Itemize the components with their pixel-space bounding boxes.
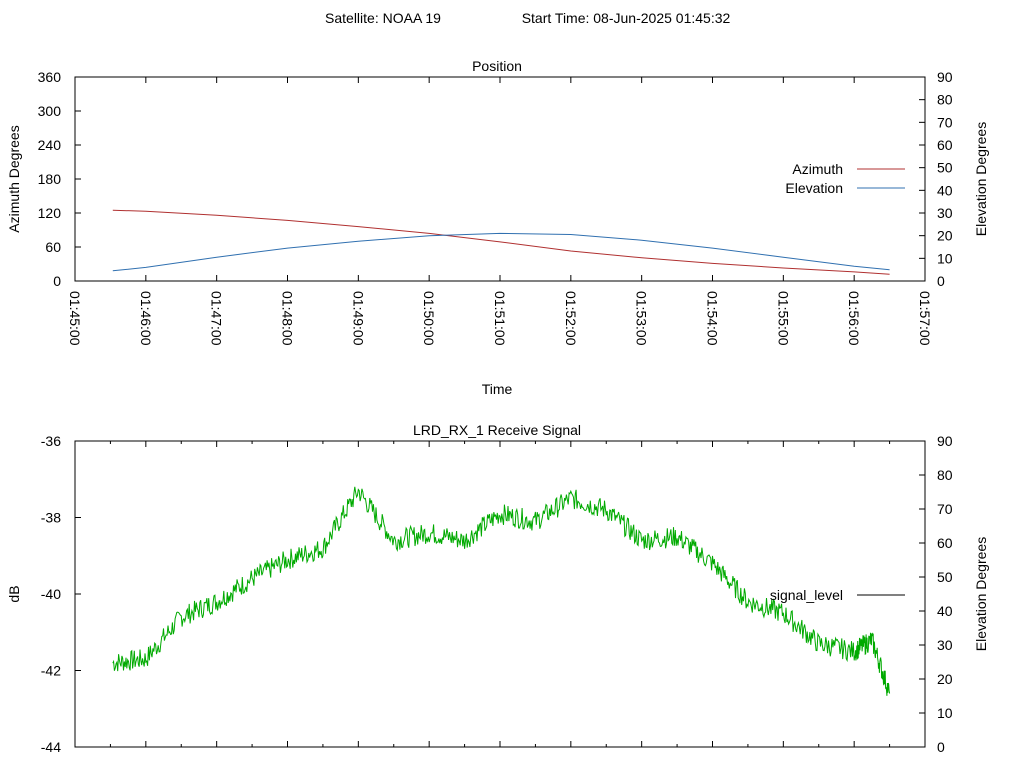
y2-tick-label: 90 — [937, 69, 953, 85]
position-chart: Position Azimuth Degrees Elevation Degre… — [6, 58, 989, 397]
legend-label: Elevation — [785, 180, 843, 196]
y-tick-label: 0 — [53, 273, 61, 289]
y-tick-label: -42 — [41, 663, 61, 679]
y2-tick-label: 70 — [937, 114, 953, 130]
y2-tick-label: 80 — [937, 467, 953, 483]
y2-tick-label: 80 — [937, 92, 953, 108]
position-x-axis-label: Time — [482, 381, 513, 397]
x-tick-label: 01:53:00 — [634, 291, 650, 346]
y-tick-label: 180 — [38, 171, 62, 187]
x-tick-label: 01:46:00 — [138, 291, 154, 346]
y2-tick-label: 10 — [937, 705, 953, 721]
y2-tick-label: 60 — [937, 137, 953, 153]
x-tick-label: 01:48:00 — [280, 291, 296, 346]
y2-tick-label: 0 — [937, 739, 945, 755]
y2-tick-label: 40 — [937, 603, 953, 619]
y2-tick-label: 30 — [937, 637, 953, 653]
start-time-label: Start Time: 08-Jun-2025 01:45:32 — [522, 10, 731, 26]
satellite-label: Satellite: NOAA 19 — [325, 10, 441, 26]
x-tick-label: 01:50:00 — [421, 291, 437, 346]
position-y2-axis-label: Elevation Degrees — [973, 122, 989, 236]
y2-tick-label: 20 — [937, 671, 953, 687]
y-tick-label: 360 — [38, 69, 62, 85]
y-tick-label: -38 — [41, 510, 61, 526]
position-chart-title: Position — [472, 58, 522, 74]
y2-tick-label: 10 — [937, 250, 953, 266]
y-tick-label: 300 — [38, 103, 62, 119]
signal-chart-title: LRD_RX_1 Receive Signal — [413, 422, 581, 438]
y-tick-label: -44 — [41, 739, 61, 755]
legend-label: Azimuth — [792, 161, 843, 177]
y2-tick-label: 30 — [937, 205, 953, 221]
y-tick-label: -36 — [41, 433, 61, 449]
x-tick-label: 01:47:00 — [209, 291, 225, 346]
y2-tick-label: 0 — [937, 273, 945, 289]
y2-tick-label: 70 — [937, 501, 953, 517]
position-plot-frame — [74, 76, 926, 282]
signal-y-axis-label: dB — [6, 585, 22, 602]
signal-y2-axis-label: Elevation Degrees — [973, 537, 989, 651]
y-tick-label: 240 — [38, 137, 62, 153]
y2-tick-label: 20 — [937, 228, 953, 244]
y2-tick-label: 50 — [937, 569, 953, 585]
series-line-signal-level — [112, 486, 891, 696]
y2-tick-label: 90 — [937, 433, 953, 449]
signal-chart: LRD_RX_1 Receive Signal dB Elevation Deg… — [6, 422, 989, 755]
series-line-azimuth — [112, 209, 890, 275]
legend-label: signal_level — [770, 587, 843, 603]
x-tick-label: 01:56:00 — [846, 291, 862, 346]
y-tick-label: 120 — [38, 205, 62, 221]
series-line-elevation — [112, 232, 890, 272]
y-tick-label: -40 — [41, 586, 61, 602]
x-tick-label: 01:51:00 — [492, 291, 508, 346]
y2-tick-label: 50 — [937, 160, 953, 176]
x-tick-label: 01:55:00 — [775, 291, 791, 346]
x-tick-label: 01:52:00 — [563, 291, 579, 346]
position-y-axis-label: Azimuth Degrees — [6, 125, 22, 232]
y-tick-label: 60 — [45, 239, 61, 255]
y2-tick-label: 40 — [937, 182, 953, 198]
y2-tick-label: 60 — [937, 535, 953, 551]
x-tick-label: 01:49:00 — [350, 291, 366, 346]
x-tick-label: 01:45:00 — [67, 291, 83, 346]
x-tick-label: 01:57:00 — [917, 291, 933, 346]
x-tick-label: 01:54:00 — [705, 291, 721, 346]
